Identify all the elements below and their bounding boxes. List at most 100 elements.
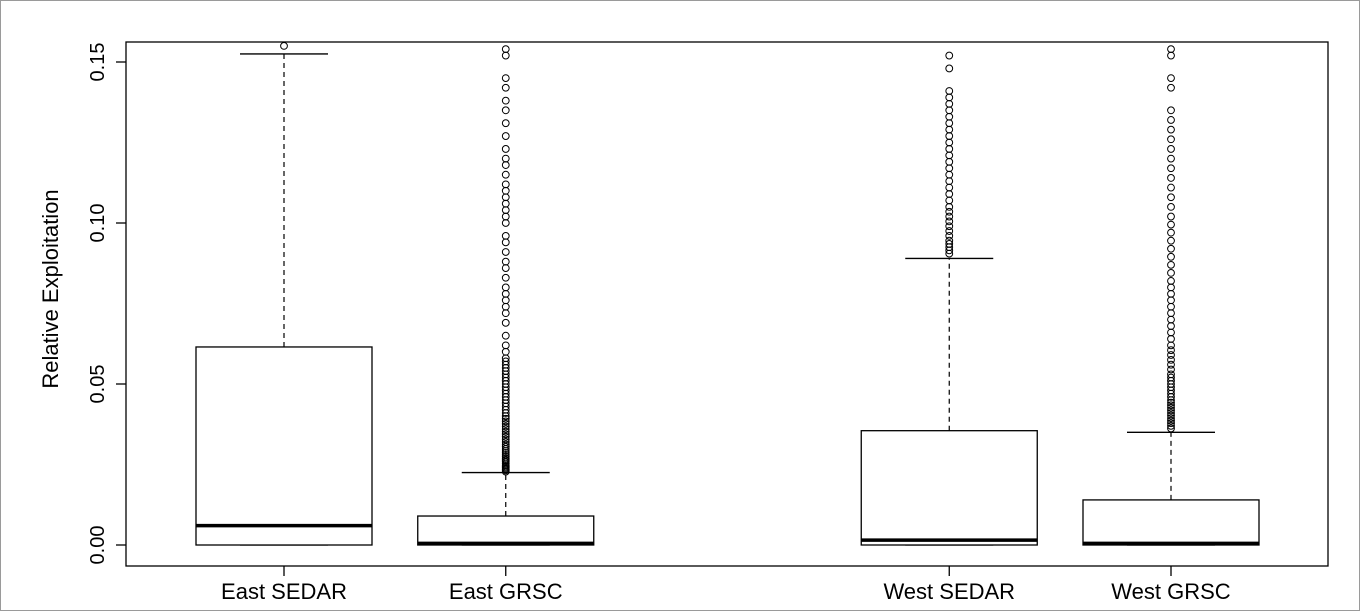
outlier-point [501, 83, 510, 92]
box-group [195, 42, 373, 546]
outlier-point [1167, 370, 1175, 379]
outlier-point [501, 357, 510, 366]
outlier-point [945, 145, 954, 153]
outlier-point [501, 219, 510, 227]
outlier-point [501, 170, 510, 179]
outlier-point [1167, 414, 1175, 423]
outlier-point [1167, 277, 1175, 285]
outlier-point [945, 227, 954, 235]
outlier-point [945, 236, 954, 245]
outlier-point [280, 42, 288, 50]
outlier-point [501, 454, 510, 463]
outlier-point [945, 164, 954, 173]
outlier-point [1167, 309, 1175, 318]
outlier-point [1167, 406, 1175, 415]
outlier-point [945, 222, 954, 231]
outlier-point [1167, 193, 1175, 202]
outlier-point [501, 435, 510, 444]
outlier-point [1167, 403, 1175, 412]
outlier-point [501, 238, 510, 247]
y-tick-label: 0.05 [87, 365, 109, 404]
outlier-point [501, 257, 510, 266]
y-tick-label: 0.00 [87, 526, 109, 565]
outlier-point [501, 161, 510, 169]
outlier-point [1167, 315, 1175, 324]
outlier-point [945, 207, 954, 216]
outlier-point [1167, 164, 1175, 173]
outlier-point [945, 93, 954, 102]
outlier-point [501, 331, 510, 340]
outlier-point [501, 425, 510, 433]
outlier-point [945, 196, 954, 205]
outlier-point [501, 96, 510, 105]
outlier-point [945, 51, 954, 60]
outlier-point [1167, 346, 1175, 355]
outlier-point [501, 45, 510, 54]
outlier-point [1167, 145, 1175, 153]
outlier-point [1167, 355, 1175, 364]
x-tick-label: West GRSC [1111, 579, 1231, 604]
x-tick-label: East SEDAR [221, 579, 347, 604]
outlier-point [1167, 322, 1175, 330]
outlier-point [1167, 398, 1175, 407]
box [860, 430, 1038, 546]
outlier-point [945, 157, 954, 166]
outlier-point [945, 138, 954, 147]
outlier-point [945, 151, 954, 160]
outlier-point [501, 74, 510, 82]
outlier-point [945, 177, 954, 186]
outlier-point [501, 289, 510, 298]
outlier-point [1167, 45, 1175, 54]
outlier-point [501, 264, 510, 272]
outlier-point [501, 449, 510, 457]
outlier-point [1167, 416, 1175, 425]
box [195, 346, 373, 546]
outlier-point [1167, 351, 1175, 359]
y-tick-label: 0.10 [87, 204, 109, 243]
outlier-point [1167, 83, 1175, 92]
outlier-point [1167, 419, 1175, 428]
outlier-point [1167, 125, 1175, 134]
outlier-point [1167, 244, 1175, 253]
outlier-point [1167, 116, 1175, 124]
outlier-point [501, 193, 510, 202]
outlier-point [501, 422, 510, 431]
outlier-point [1167, 252, 1175, 261]
outlier-point [501, 283, 510, 292]
outlier-point [1167, 106, 1175, 115]
outlier-point [501, 432, 510, 441]
outlier-point [1167, 174, 1175, 182]
outlier-point [501, 273, 510, 282]
outlier-point [945, 64, 954, 73]
outlier-point [945, 170, 954, 179]
plot-border [125, 41, 1329, 567]
outlier-point [1167, 411, 1175, 420]
outlier-point [1167, 296, 1175, 305]
outlier-point [945, 106, 954, 115]
plot-area [125, 41, 1329, 567]
outlier-point [1167, 212, 1175, 221]
outlier-point [945, 240, 954, 248]
outlier-point [501, 51, 510, 60]
outlier-point [501, 206, 510, 215]
outlier-point [1167, 373, 1175, 382]
outlier-point [945, 190, 954, 198]
outlier-point [1167, 135, 1175, 144]
outlier-point [1167, 335, 1175, 343]
y-tick-label: 0.15 [87, 43, 109, 82]
outlier-point [1167, 409, 1175, 417]
outlier-point [1167, 74, 1175, 82]
outlier-point [1167, 302, 1175, 311]
outlier-point [1167, 283, 1175, 292]
outlier-point [1167, 328, 1175, 337]
outlier-point [1167, 289, 1175, 298]
outlier-point [501, 106, 510, 115]
outlier-point [501, 212, 510, 221]
outlier-point [945, 112, 954, 121]
outlier-point [501, 186, 510, 195]
outlier-point [501, 438, 510, 446]
outlier-point [945, 87, 954, 95]
outlier-point [945, 132, 954, 140]
